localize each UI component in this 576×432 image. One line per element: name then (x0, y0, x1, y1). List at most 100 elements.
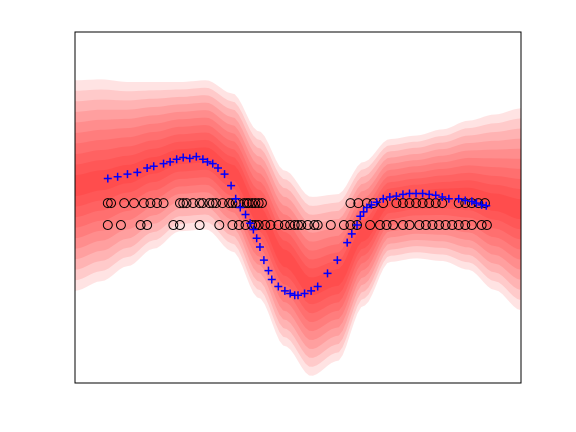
circle-point (404, 198, 415, 209)
circle-point (302, 220, 313, 231)
plus-point (438, 192, 447, 201)
circle-point (285, 220, 296, 231)
circle-point (460, 220, 471, 231)
circle-point (260, 220, 271, 231)
plus-point (362, 203, 371, 212)
plus-point (241, 210, 250, 219)
plus-point (379, 194, 388, 203)
circle-point (417, 198, 428, 209)
circle-point (411, 198, 422, 209)
band-level-5 (75, 117, 521, 332)
circle-point (345, 198, 356, 209)
circle-point (397, 220, 408, 231)
circle-point (309, 220, 320, 231)
plus-point (103, 174, 112, 183)
circle-point (102, 198, 113, 209)
circle-point (253, 198, 264, 209)
circle-point (145, 198, 156, 209)
plus-point (267, 275, 276, 284)
plus-point (236, 203, 245, 212)
plus-point (203, 157, 212, 166)
plus-point (425, 190, 434, 199)
circle-point (115, 220, 126, 231)
plus-point (444, 194, 453, 203)
plus-point (252, 234, 261, 243)
circle-point (214, 220, 225, 231)
band-level-3 (75, 132, 521, 314)
plus-point (274, 282, 283, 291)
plus-point (249, 225, 258, 234)
circle-point (476, 220, 487, 231)
plus-marker-series (103, 152, 491, 300)
plus-point (454, 194, 463, 203)
circle-point (211, 198, 222, 209)
circle-point (447, 220, 458, 231)
plus-point (172, 155, 181, 164)
plus-point (398, 190, 407, 199)
band-level-8 (75, 95, 521, 358)
circle-point (325, 220, 336, 231)
circle-point (168, 220, 179, 231)
circle-point (312, 220, 323, 231)
plus-point (166, 157, 175, 166)
circle-point (388, 220, 399, 231)
plus-point (347, 229, 356, 238)
circle-point (404, 220, 415, 231)
circle-point (296, 220, 307, 231)
plus-point (353, 221, 362, 230)
plus-point (123, 170, 132, 179)
circle-point (414, 220, 425, 231)
plus-point (472, 199, 481, 208)
circle-point (481, 220, 492, 231)
circle-point (174, 220, 185, 231)
plus-point (149, 162, 158, 171)
plus-point (477, 200, 486, 209)
circle-point (194, 220, 205, 231)
circle-point (365, 220, 376, 231)
plus-point (227, 181, 236, 190)
circle-point (265, 220, 276, 231)
plus-point (143, 164, 152, 173)
plus-point (313, 282, 322, 291)
plus-point (255, 242, 264, 251)
circle-point (427, 220, 438, 231)
circle-point (188, 198, 199, 209)
band-level-1 (75, 147, 521, 296)
circle-point (224, 198, 235, 209)
circle-point (119, 198, 130, 209)
plus-point (300, 289, 309, 298)
band-level-2 (75, 139, 521, 305)
circle-point (434, 220, 445, 231)
plus-point (198, 155, 207, 164)
circle-point (453, 220, 464, 231)
circle-point (256, 198, 267, 209)
plus-point (192, 152, 201, 161)
circle-point (381, 220, 392, 231)
circle-point (194, 198, 205, 209)
circle-point (424, 198, 435, 209)
circle-point (289, 220, 300, 231)
circle-point (135, 220, 146, 231)
plus-point (208, 159, 217, 168)
circle-point (247, 198, 258, 209)
circle-point (138, 198, 149, 209)
circle-point (374, 220, 385, 231)
plus-point (259, 256, 268, 265)
circle-point (151, 198, 162, 209)
circle-point (250, 198, 261, 209)
circle-point (102, 220, 113, 231)
circle-point (158, 198, 169, 209)
plus-point (185, 154, 194, 163)
plus-point (246, 219, 255, 228)
circle-point (217, 198, 228, 209)
circle-point (338, 220, 349, 231)
circle-point (233, 220, 244, 231)
circle-marker-series (102, 198, 492, 231)
circle-point (440, 220, 451, 231)
plus-point (323, 269, 332, 278)
plus-point (367, 200, 376, 209)
circle-point (243, 198, 254, 209)
plus-point (220, 170, 229, 179)
